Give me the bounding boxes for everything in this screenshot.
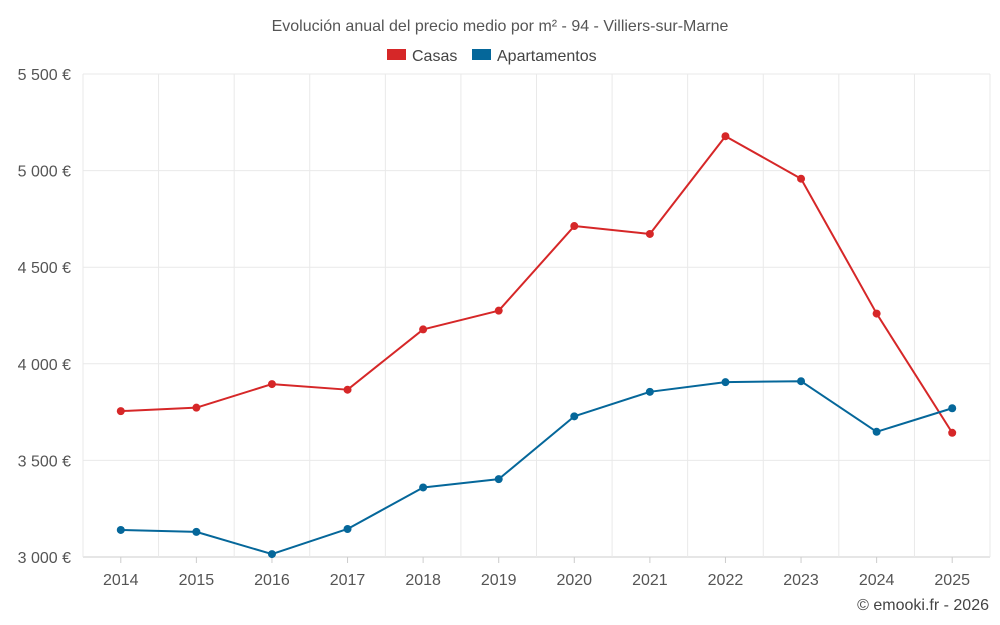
legend: Casas Apartamentos	[387, 48, 597, 65]
x-axis: 2014 2015 2016 2017 2018 2019 2020 2021 2022 2023…	[103, 557, 970, 589]
x-tick-label: 2023	[783, 572, 819, 589]
data-point-casas[interactable]	[267, 380, 276, 389]
gridlines	[82, 73, 991, 558]
data-point-apartamentos[interactable]	[721, 378, 730, 387]
series-line-casas	[120, 135, 954, 434]
data-point-casas[interactable]	[721, 132, 730, 141]
data-point-casas[interactable]	[192, 403, 201, 412]
chart-title: Evolución anual del precio medio por m² …	[272, 18, 729, 35]
data-point-casas[interactable]	[797, 174, 806, 183]
y-axis: 3 000 € 3 500 € 4 000 € 4 500 € 5 000 € 5 500…	[18, 67, 71, 567]
x-tick-label: 2018	[405, 572, 441, 589]
y-tick-label: 3 000 €	[18, 550, 71, 567]
x-tick-label: 2020	[556, 572, 592, 589]
legend-label-apartamentos[interactable]: Apartamentos	[497, 48, 597, 65]
data-point-casas[interactable]	[494, 306, 503, 315]
x-tick-label: 2014	[103, 572, 139, 589]
data-point-apartamentos[interactable]	[797, 377, 806, 386]
x-tick-label: 2015	[179, 572, 215, 589]
y-tick-label: 4 000 €	[18, 357, 71, 374]
data-point-apartamentos[interactable]	[570, 412, 579, 421]
series-line-apartamentos	[120, 380, 953, 556]
data-point-casas[interactable]	[948, 428, 957, 437]
x-tick-label: 2022	[708, 572, 744, 589]
x-tick-label: 2021	[632, 572, 668, 589]
data-point-casas[interactable]	[343, 385, 352, 394]
x-tick-label: 2024	[859, 572, 895, 589]
x-tick-label: 2025	[934, 572, 970, 589]
data-point-apartamentos[interactable]	[872, 427, 881, 436]
data-point-apartamentos[interactable]	[343, 524, 352, 533]
data-point-apartamentos[interactable]	[948, 404, 957, 413]
data-point-apartamentos[interactable]	[192, 527, 201, 536]
y-tick-label: 3 500 €	[18, 453, 71, 470]
x-tick-label: 2016	[254, 572, 290, 589]
data-point-casas[interactable]	[645, 229, 654, 238]
data-point-casas[interactable]	[116, 407, 125, 416]
x-tick-label: 2017	[330, 572, 366, 589]
legend-swatch-casas	[387, 49, 406, 60]
data-point-casas[interactable]	[419, 325, 428, 334]
y-tick-label: 4 500 €	[18, 260, 71, 277]
data-point-apartamentos[interactable]	[267, 550, 276, 559]
data-point-casas[interactable]	[570, 222, 579, 231]
y-tick-label: 5 500 €	[18, 67, 71, 84]
x-tick-label: 2019	[481, 572, 517, 589]
series-group	[116, 132, 957, 559]
data-point-apartamentos[interactable]	[419, 483, 428, 492]
y-tick-label: 5 000 €	[18, 164, 71, 181]
data-point-apartamentos[interactable]	[494, 475, 503, 484]
data-point-casas[interactable]	[872, 309, 881, 318]
data-point-apartamentos[interactable]	[645, 387, 654, 396]
data-point-apartamentos[interactable]	[116, 525, 125, 534]
legend-label-casas[interactable]: Casas	[412, 48, 457, 65]
legend-swatch-apartamentos	[472, 49, 491, 60]
credit-text: © emooki.fr - 2026	[857, 597, 989, 614]
